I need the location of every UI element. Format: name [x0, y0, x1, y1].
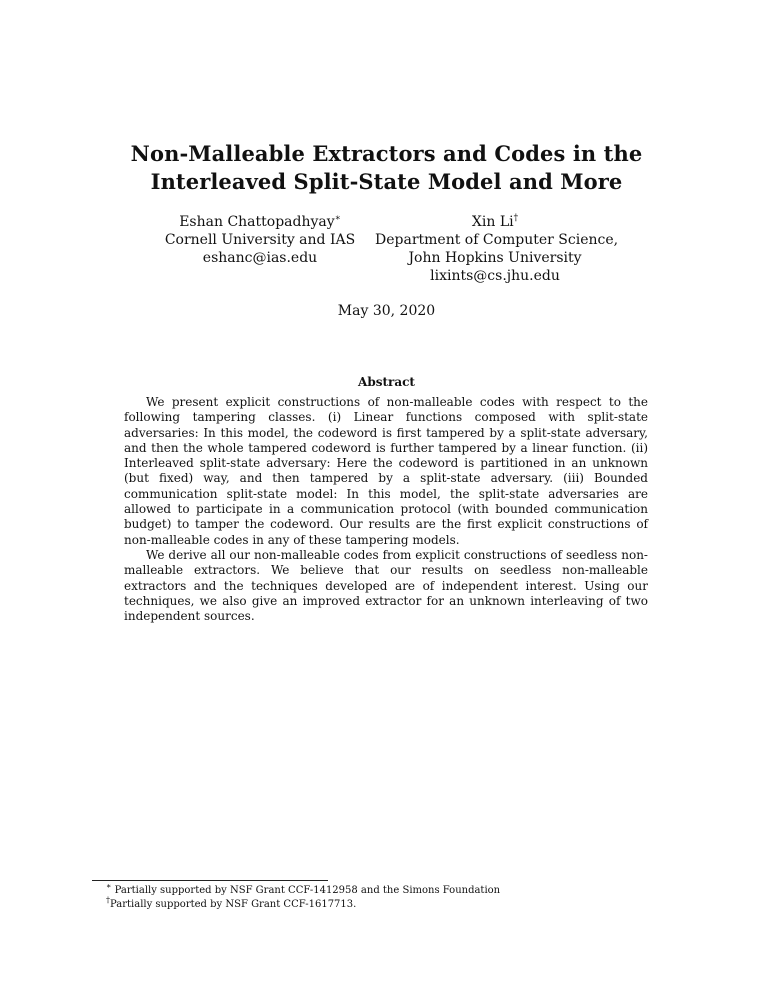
paper-title: Non-Malleable Extractors and Codes in th…: [0, 140, 773, 196]
author-1-affiliation: Cornell University and IAS: [164, 232, 356, 248]
author-block: Eshan Chattopadhyay∗ Cornell University …: [0, 213, 773, 293]
abstract-body: We present explicit constructions of non…: [124, 395, 648, 624]
footnote-1: ∗ Partially supported by NSF Grant CCF-1…: [92, 881, 652, 898]
author-1: Eshan Chattopadhyay∗ Cornell University …: [150, 213, 370, 267]
abstract-heading: Abstract: [358, 375, 415, 389]
author-2-affiliation-line-2: John Hopkins University: [408, 250, 582, 266]
paper-date: May 30, 2020: [337, 303, 436, 319]
author-2-name: Xin Li: [471, 214, 514, 230]
footnote-rule: [92, 880, 328, 881]
author-2-affiliation-line-1: Department of Computer Science,: [375, 232, 619, 248]
author-1-footnote-mark: ∗: [334, 213, 341, 224]
author-2-footnote-mark: †: [513, 213, 519, 224]
abstract-paragraph-1: We present explicit constructions of non…: [124, 395, 648, 547]
footnote-2-mark: †: [106, 895, 110, 905]
footnote-2-text: Partially supported by NSF Grant CCF-161…: [110, 899, 357, 910]
title-line-2: Interleaved Split-State Model and More: [150, 169, 623, 194]
title-line-1: Non-Malleable Extractors and Codes in th…: [130, 141, 643, 166]
footnotes: ∗ Partially supported by NSF Grant CCF-1…: [92, 880, 652, 912]
footnote-2: †Partially supported by NSF Grant CCF-16…: [92, 895, 652, 912]
abstract-paragraph-2: We derive all our non-malleable codes fr…: [124, 547, 648, 624]
author-1-email: eshanc@ias.edu: [202, 250, 318, 266]
author-2: Xin Li† Department of Computer Science, …: [375, 213, 619, 285]
author-1-name: Eshan Chattopadhyay: [179, 214, 335, 230]
footnote-1-mark: ∗: [106, 881, 112, 891]
footnote-1-text: Partially supported by NSF Grant CCF-141…: [111, 885, 501, 896]
author-2-email: lixints@cs.jhu.edu: [430, 268, 560, 284]
